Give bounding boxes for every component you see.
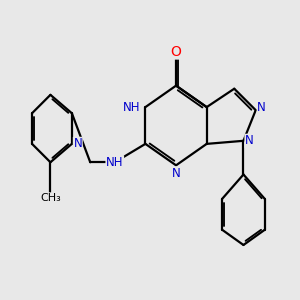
Text: NH: NH xyxy=(106,156,124,169)
Text: CH₃: CH₃ xyxy=(40,193,61,203)
Text: N: N xyxy=(245,134,254,147)
Text: O: O xyxy=(171,45,182,59)
Text: N: N xyxy=(257,101,266,114)
Text: N: N xyxy=(74,137,82,150)
Text: N: N xyxy=(172,167,180,180)
Text: NH: NH xyxy=(122,100,140,114)
